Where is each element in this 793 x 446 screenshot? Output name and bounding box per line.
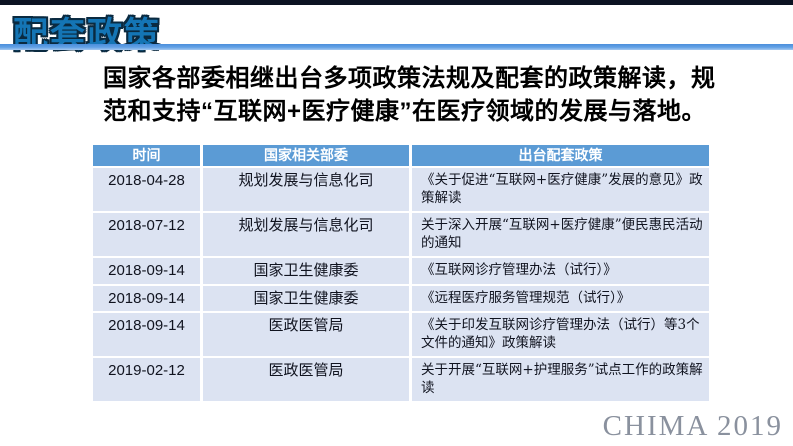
slide-top-accent-bar: [0, 0, 793, 5]
table-header-ministry: 国家相关部委: [203, 145, 409, 166]
title-underline-divider: [0, 44, 793, 50]
table-cell-date: 2018-07-12: [93, 213, 200, 256]
intro-line-2: 范和支持“互联网+医疗健康”在医疗领域的发展与落地。: [103, 98, 707, 125]
conference-watermark: CHIMA 2019: [602, 410, 783, 442]
table-cell-policy: 《关于促进“互联网+医疗健康”发展的意见》政策解读: [412, 168, 709, 211]
policy-table: 时间 国家相关部委 出台配套政策 2018-04-28 规划发展与信息化司 《关…: [93, 145, 709, 401]
table-cell-policy: 关于开展“互联网+护理服务”试点工作的政策解读: [412, 358, 709, 401]
table-cell-date: 2018-09-14: [93, 285, 200, 311]
table-cell-ministry: 医政医管局: [203, 358, 409, 401]
page-title: 配套政策: [13, 16, 162, 55]
table-cell-ministry: 医政医管局: [203, 313, 409, 356]
table-cell-ministry: 国家卫生健康委: [203, 285, 409, 311]
intro-line-1: 国家各部委相继出台多项政策法规及配套的政策解读，规: [103, 65, 716, 92]
table-header-time: 时间: [93, 145, 200, 166]
table-cell-ministry: 规划发展与信息化司: [203, 213, 409, 256]
table-cell-policy: 《关于印发互联网诊疗管理办法（试行）等3个文件的通知》政策解读: [412, 313, 709, 356]
table-cell-date: 2018-04-28: [93, 168, 200, 211]
table-header-policy: 出台配套政策: [412, 145, 709, 166]
table-cell-policy: 关于深入开展“互联网+医疗健康”便民惠民活动的通知: [412, 213, 709, 256]
table-cell-ministry: 规划发展与信息化司: [203, 168, 409, 211]
table-cell-ministry: 国家卫生健康委: [203, 258, 409, 284]
table-cell-date: 2018-09-14: [93, 258, 200, 284]
table-cell-policy: 《互联网诊疗管理办法（试行）》: [412, 258, 709, 284]
table-cell-date: 2018-09-14: [93, 313, 200, 356]
intro-paragraph: 国家各部委相继出台多项政策法规及配套的政策解读，规 范和支持“互联网+医疗健康”…: [103, 62, 718, 128]
table-cell-date: 2019-02-12: [93, 358, 200, 401]
table-cell-policy: 《远程医疗服务管理规范（试行）》: [412, 285, 709, 311]
